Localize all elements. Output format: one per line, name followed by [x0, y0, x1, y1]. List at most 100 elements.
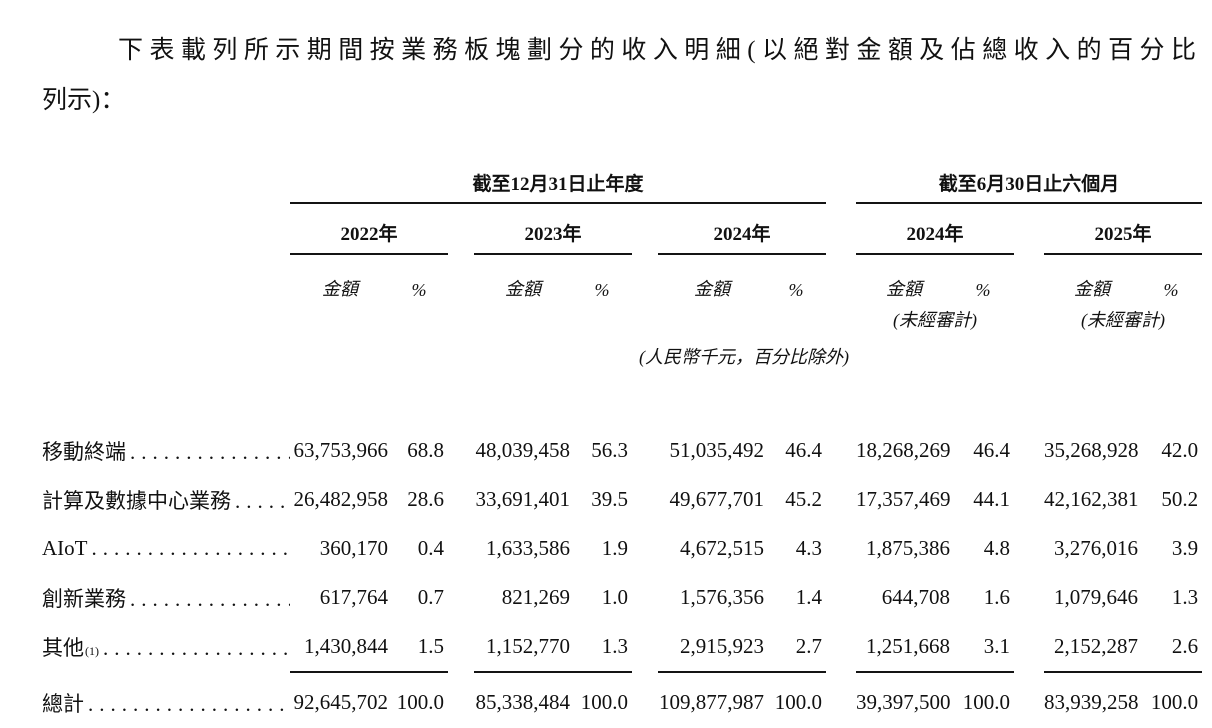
percent-cell: 0.4 [417, 536, 444, 560]
percent-cell: 100.0 [766, 672, 827, 728]
row-label: AIoT....................................… [42, 524, 290, 573]
column-gap [448, 426, 474, 475]
amount-cell: 644,708 [881, 585, 951, 609]
amount-cell: 17,357,469 [856, 487, 951, 511]
amount-cell: 821,269 [501, 585, 570, 609]
percent-cell: 2.7 [766, 622, 827, 673]
column-gap [826, 573, 856, 622]
column-gap [632, 475, 658, 524]
percent-cell: 68.8 [407, 438, 444, 462]
dot-leader: ........................................… [130, 586, 290, 611]
column-gap [826, 254, 856, 306]
percent-cell: 28.6 [407, 487, 444, 511]
column-gap [632, 203, 658, 254]
column-gap [448, 573, 474, 622]
column-gap [1014, 306, 1044, 336]
column-gap [632, 426, 658, 475]
column-gap [1014, 524, 1044, 573]
column-gap [448, 254, 474, 306]
intro-line-2: 列示)： [42, 87, 126, 114]
amount-column-header: 金額 [505, 279, 541, 299]
intro-line-1: 下表載列所示期間按業務板塊劃分的收入明細(以絕對金額及佔總收入的百分比 [118, 37, 1196, 64]
group-header-interim: 截至6月30日止六個月 [856, 162, 1203, 204]
column-gap [632, 622, 658, 672]
amount-cell: 51,035,492 [669, 438, 765, 462]
column-gap [632, 672, 658, 728]
percent-cell: 56.3 [591, 438, 628, 462]
table-row-innovation-business: 創新業務....................................… [42, 573, 1202, 622]
amount-cell: 63,753,966 [293, 438, 389, 462]
amount-cell: 48,039,458 [475, 438, 571, 462]
row-label: 創新業務....................................… [42, 573, 290, 622]
percent-cell: 2.6 [1140, 622, 1203, 673]
amount-column-header: 金額 [886, 279, 923, 299]
unaudited-note: (未經審計) [1081, 310, 1166, 330]
blank-cell [1014, 336, 1202, 376]
row-label: 移動終端....................................… [42, 426, 290, 475]
currency-unit-note: (人民幣千元，百分比除外) [639, 347, 849, 367]
amount-cell: 26,482,958 [293, 487, 389, 511]
revenue-by-segment-table: 截至12月31日止年度 截至6月30日止六個月 2022年 2023年 2024… [42, 162, 1203, 728]
percent-cell: 39.5 [591, 487, 628, 511]
column-gap [448, 622, 474, 672]
amount-cell: 1,633,586 [486, 536, 570, 560]
percent-column-header: % [975, 280, 991, 300]
column-gap [632, 254, 658, 306]
percent-cell: 50.2 [1161, 487, 1199, 511]
column-gap [826, 524, 856, 573]
blank-cell [42, 376, 1202, 426]
percent-cell: 100.0 [952, 672, 1015, 728]
amount-cell: 85,338,484 [474, 672, 572, 728]
amount-cell: 1,079,646 [1054, 585, 1139, 609]
row-label: 其他(1)...................................… [42, 622, 290, 672]
table-row-mobile-terminals: 移動終端....................................… [42, 426, 1202, 475]
amount-cell: 1,251,668 [856, 622, 953, 673]
percent-cell: 1.3 [1171, 585, 1199, 609]
corner-blank [42, 254, 290, 306]
percent-cell: 100.0 [390, 672, 448, 728]
amount-column-header: 金額 [322, 279, 358, 299]
amount-cell: 1,576,356 [680, 585, 764, 609]
group-header-row: 截至12月31日止年度 截至6月30日止六個月 [42, 162, 1203, 204]
percent-cell: 44.1 [973, 487, 1011, 511]
percent-cell: 46.4 [785, 438, 823, 462]
column-gap [1014, 426, 1044, 475]
table-row-computing-datacenter: 計算及數據中心業務...............................… [42, 475, 1202, 524]
amount-cell: 2,915,923 [658, 622, 766, 673]
percent-cell: 1.9 [601, 536, 628, 560]
amount-cell: 3,276,016 [1054, 536, 1139, 560]
percent-cell: 42.0 [1161, 438, 1199, 462]
percent-cell: 100.0 [1140, 672, 1203, 728]
percent-column-header: % [1163, 280, 1179, 300]
column-gap [1014, 475, 1044, 524]
row-label-text: 計算及數據中心業務 [42, 488, 231, 513]
amount-cell: 360,170 [319, 536, 388, 560]
percent-cell: 1.5 [390, 622, 448, 673]
amount-cell: 33,691,401 [475, 487, 571, 511]
amount-cell: 35,268,928 [1044, 438, 1139, 462]
column-header-row: 金額 % 金額 % 金額 % 金額 % 金額 % [42, 254, 1202, 306]
column-gap [826, 622, 856, 672]
blank-cell [42, 306, 856, 336]
unaudited-note-row: (未經審計) (未經審計) [42, 306, 1202, 336]
corner-blank [42, 162, 290, 203]
corner-blank [42, 203, 290, 254]
column-gap [1014, 573, 1044, 622]
dot-leader: ........................................… [130, 439, 290, 464]
amount-cell: 1,875,386 [866, 536, 951, 560]
dot-leader: ........................................… [88, 692, 290, 717]
page-intro: 下表載列所示期間按業務板塊劃分的收入明細(以絕對金額及佔總收入的百分比 列示)： [42, 26, 1196, 126]
year-header-2022: 2022年 [290, 203, 448, 255]
column-gap [448, 475, 474, 524]
amount-cell: 617,764 [319, 585, 388, 609]
table-row-aiot: AIoT....................................… [42, 524, 1202, 573]
dot-leader: ........................................… [103, 636, 290, 660]
dot-leader: ........................................… [91, 536, 291, 560]
row-label-text: 創新業務 [42, 586, 126, 611]
table-row-others: 其他(1)...................................… [42, 622, 1203, 673]
percent-cell: 4.3 [795, 536, 823, 560]
percent-cell: 0.7 [417, 585, 444, 609]
amount-cell: 42,162,381 [1044, 487, 1139, 511]
percent-cell: 100.0 [572, 672, 632, 728]
column-gap [826, 162, 856, 203]
